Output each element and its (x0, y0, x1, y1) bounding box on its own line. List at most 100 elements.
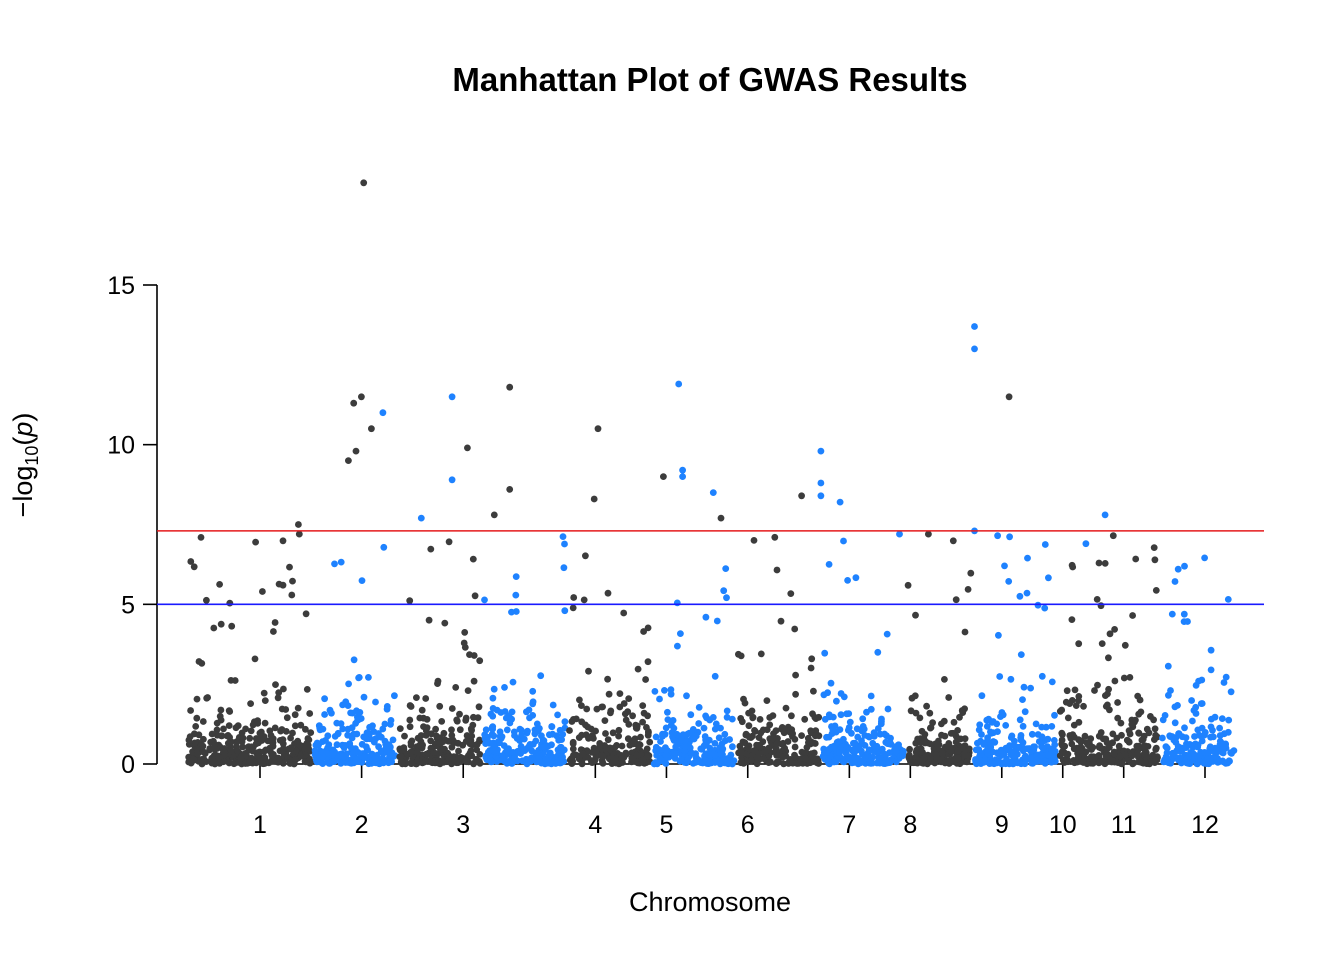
snp-point (643, 724, 650, 731)
snp-point (503, 726, 511, 734)
snp-point (360, 754, 368, 762)
snp-point (271, 724, 279, 732)
y-tick-label: 15 (107, 272, 135, 300)
snp-peak-point (1101, 511, 1109, 519)
snp-point (324, 744, 332, 752)
snp-point (801, 715, 809, 723)
snp-point (858, 747, 865, 755)
snp-point (1105, 685, 1112, 693)
snp-point (511, 755, 518, 762)
snp-point (251, 655, 259, 663)
snp-point (1019, 696, 1026, 703)
snp-point (642, 676, 649, 683)
snp-point (331, 560, 338, 568)
snp-point (302, 758, 310, 766)
snp-point (978, 692, 986, 700)
snp-point (721, 730, 729, 738)
snp-point (711, 672, 719, 680)
snp-point (852, 574, 860, 582)
snp-point (625, 695, 633, 702)
snp-point (932, 751, 940, 759)
snp-point (1117, 719, 1125, 727)
snp-point (1161, 712, 1169, 719)
snp-point (356, 709, 364, 716)
snp-peak-point (709, 489, 717, 496)
snp-point (615, 732, 622, 740)
y-label-variable: p (8, 422, 38, 438)
snp-point (639, 702, 647, 709)
snp-point (1063, 687, 1071, 695)
snp-point (1021, 708, 1029, 716)
snp-point (1130, 759, 1138, 767)
x-tick-label: 9 (995, 811, 1009, 839)
snp-point (876, 755, 883, 762)
snp-point (436, 702, 444, 710)
snp-point (497, 709, 505, 716)
snp-point (718, 740, 726, 748)
snp-point (1106, 630, 1114, 638)
snp-point (1080, 702, 1087, 710)
snp-point (1189, 743, 1197, 751)
snp-point (1010, 753, 1017, 760)
snp-point (455, 755, 463, 763)
snp-point (865, 733, 872, 740)
snp-point (462, 717, 470, 724)
snp-point (185, 740, 193, 748)
snp-point (466, 651, 473, 658)
snp-point (296, 741, 304, 749)
snp-point (279, 537, 287, 545)
snp-point (537, 672, 545, 680)
snp-point (795, 760, 803, 767)
snp-point (946, 757, 954, 764)
snp-point (1183, 759, 1190, 767)
snp-point (1151, 725, 1159, 733)
snp-point (859, 715, 867, 723)
snp-point (476, 737, 484, 745)
snp-point (605, 690, 613, 698)
snp-point (1027, 684, 1034, 692)
snp-point (1168, 610, 1176, 618)
snp-point (486, 747, 494, 755)
snp-point (386, 757, 394, 765)
snp-point (899, 750, 907, 758)
snp-point (711, 740, 719, 747)
snp-point (448, 705, 456, 712)
snp-peak-point (358, 393, 365, 401)
snp-point (569, 745, 577, 753)
snp-point (1064, 750, 1072, 758)
snp-point (792, 690, 799, 698)
snp-point (370, 738, 378, 746)
snp-point (278, 726, 286, 733)
snp-point (561, 718, 569, 726)
snp-peak-point (798, 492, 805, 500)
chart-title: Manhattan Plot of GWAS Results (452, 61, 967, 98)
snp-point (559, 533, 567, 540)
snp-point (448, 726, 455, 734)
snp-point (723, 707, 731, 715)
snp-point (646, 738, 654, 746)
snp-point (1226, 757, 1233, 765)
snp-point (227, 747, 235, 755)
snp-point (808, 655, 816, 663)
snp-point (225, 722, 233, 729)
snp-point (1042, 736, 1050, 743)
snp-point (238, 729, 246, 737)
snp-point (496, 739, 503, 747)
snp-point (557, 743, 565, 751)
snp-point (782, 704, 790, 712)
snp-point (629, 712, 636, 720)
snp-point (445, 538, 453, 546)
snp-point (441, 619, 449, 627)
snp-peak-point (594, 425, 602, 433)
snp-point (471, 592, 479, 600)
x-tick-label: 2 (355, 811, 369, 839)
snp-point (270, 628, 277, 635)
snp-point (1135, 729, 1143, 737)
snp-point (341, 753, 348, 760)
snp-point (1118, 731, 1125, 739)
snp-point (912, 611, 919, 619)
snp-point (957, 735, 965, 743)
snp-point (1097, 745, 1105, 752)
snp-point (202, 758, 210, 765)
snp-point (1105, 654, 1112, 662)
